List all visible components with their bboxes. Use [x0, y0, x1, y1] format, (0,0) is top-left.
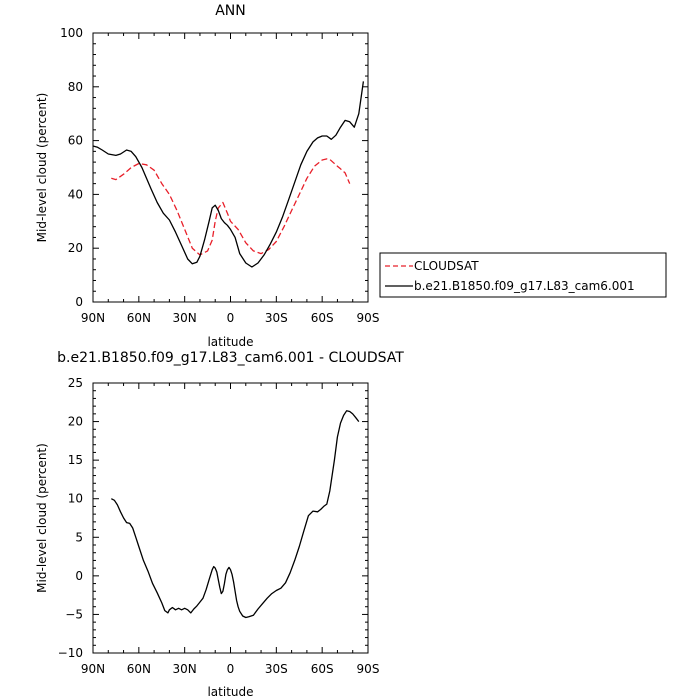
x-tick-label: 60N — [127, 662, 151, 676]
top-panel-series — [92, 81, 365, 268]
y-tick-label: 20 — [68, 415, 83, 429]
series-line — [111, 410, 360, 619]
bottom-panel-x-axis-label: latitude — [207, 685, 253, 699]
bottom-panel: b.e21.B1850.f09_g17.L83_cam6.001 - CLOUD… — [35, 350, 404, 699]
x-tick-label: 0 — [227, 662, 235, 676]
y-tick-label: 25 — [68, 376, 83, 390]
x-tick-label: 90N — [81, 662, 105, 676]
legend-label-model: b.e21.B1850.f09_g17.L83_cam6.001 — [414, 279, 635, 293]
bottom-panel-title: b.e21.B1850.f09_g17.L83_cam6.001 - CLOUD… — [57, 350, 404, 366]
y-tick-label: 80 — [68, 80, 83, 94]
y-tick-label: 100 — [60, 26, 83, 40]
y-tick-label: 60 — [68, 134, 83, 148]
y-tick-label: 15 — [68, 453, 83, 467]
y-tick-label: 0 — [75, 569, 83, 583]
x-tick-label: 30N — [173, 662, 197, 676]
y-tick-label: 10 — [68, 492, 83, 506]
bottom-panel-y-axis-label: Mid-level cloud (percent) — [35, 443, 49, 593]
x-tick-label: 90S — [357, 311, 380, 325]
series-line — [111, 158, 351, 256]
legend-label-cloudsat: CLOUDSAT — [414, 259, 479, 273]
top-panel-frame — [92, 32, 369, 303]
top-panel: ANN Mid-level cloud (percent) latitude 9… — [35, 3, 379, 349]
x-tick-label: 0 — [227, 311, 235, 325]
legend: CLOUDSAT b.e21.B1850.f09_g17.L83_cam6.00… — [379, 252, 667, 298]
y-tick-label: 20 — [68, 241, 83, 255]
y-tick-label: −5 — [65, 607, 83, 621]
x-tick-label: 30S — [265, 662, 288, 676]
bottom-panel-frame — [92, 382, 369, 654]
top-panel-y-axis-label: Mid-level cloud (percent) — [35, 93, 49, 243]
x-tick-label: 30S — [265, 311, 288, 325]
y-tick-label: −10 — [58, 646, 83, 660]
top-panel-ticks: 90N 60N 30N 0 30S 60S 90S 0 20 40 60 80 100 — [60, 26, 379, 325]
x-tick-label: 60N — [127, 311, 151, 325]
y-tick-label: 5 — [75, 530, 83, 544]
y-tick-label: 40 — [68, 187, 83, 201]
y-tick-label: 0 — [75, 295, 83, 309]
x-tick-label: 90S — [357, 662, 380, 676]
x-tick-label: 60S — [311, 662, 334, 676]
x-tick-label: 60S — [311, 311, 334, 325]
bottom-panel-ticks: 90N 60N 30N 0 30S 60S 90S −10 −5 0 5 10 15 20 25 — [58, 376, 380, 676]
x-tick-label: 90N — [81, 311, 105, 325]
top-panel-title: ANN — [215, 3, 246, 19]
top-panel-x-axis-label: latitude — [207, 335, 253, 349]
series-line — [92, 81, 365, 268]
legend-box — [379, 252, 667, 298]
x-tick-label: 30N — [173, 311, 197, 325]
bottom-panel-series — [111, 410, 360, 619]
